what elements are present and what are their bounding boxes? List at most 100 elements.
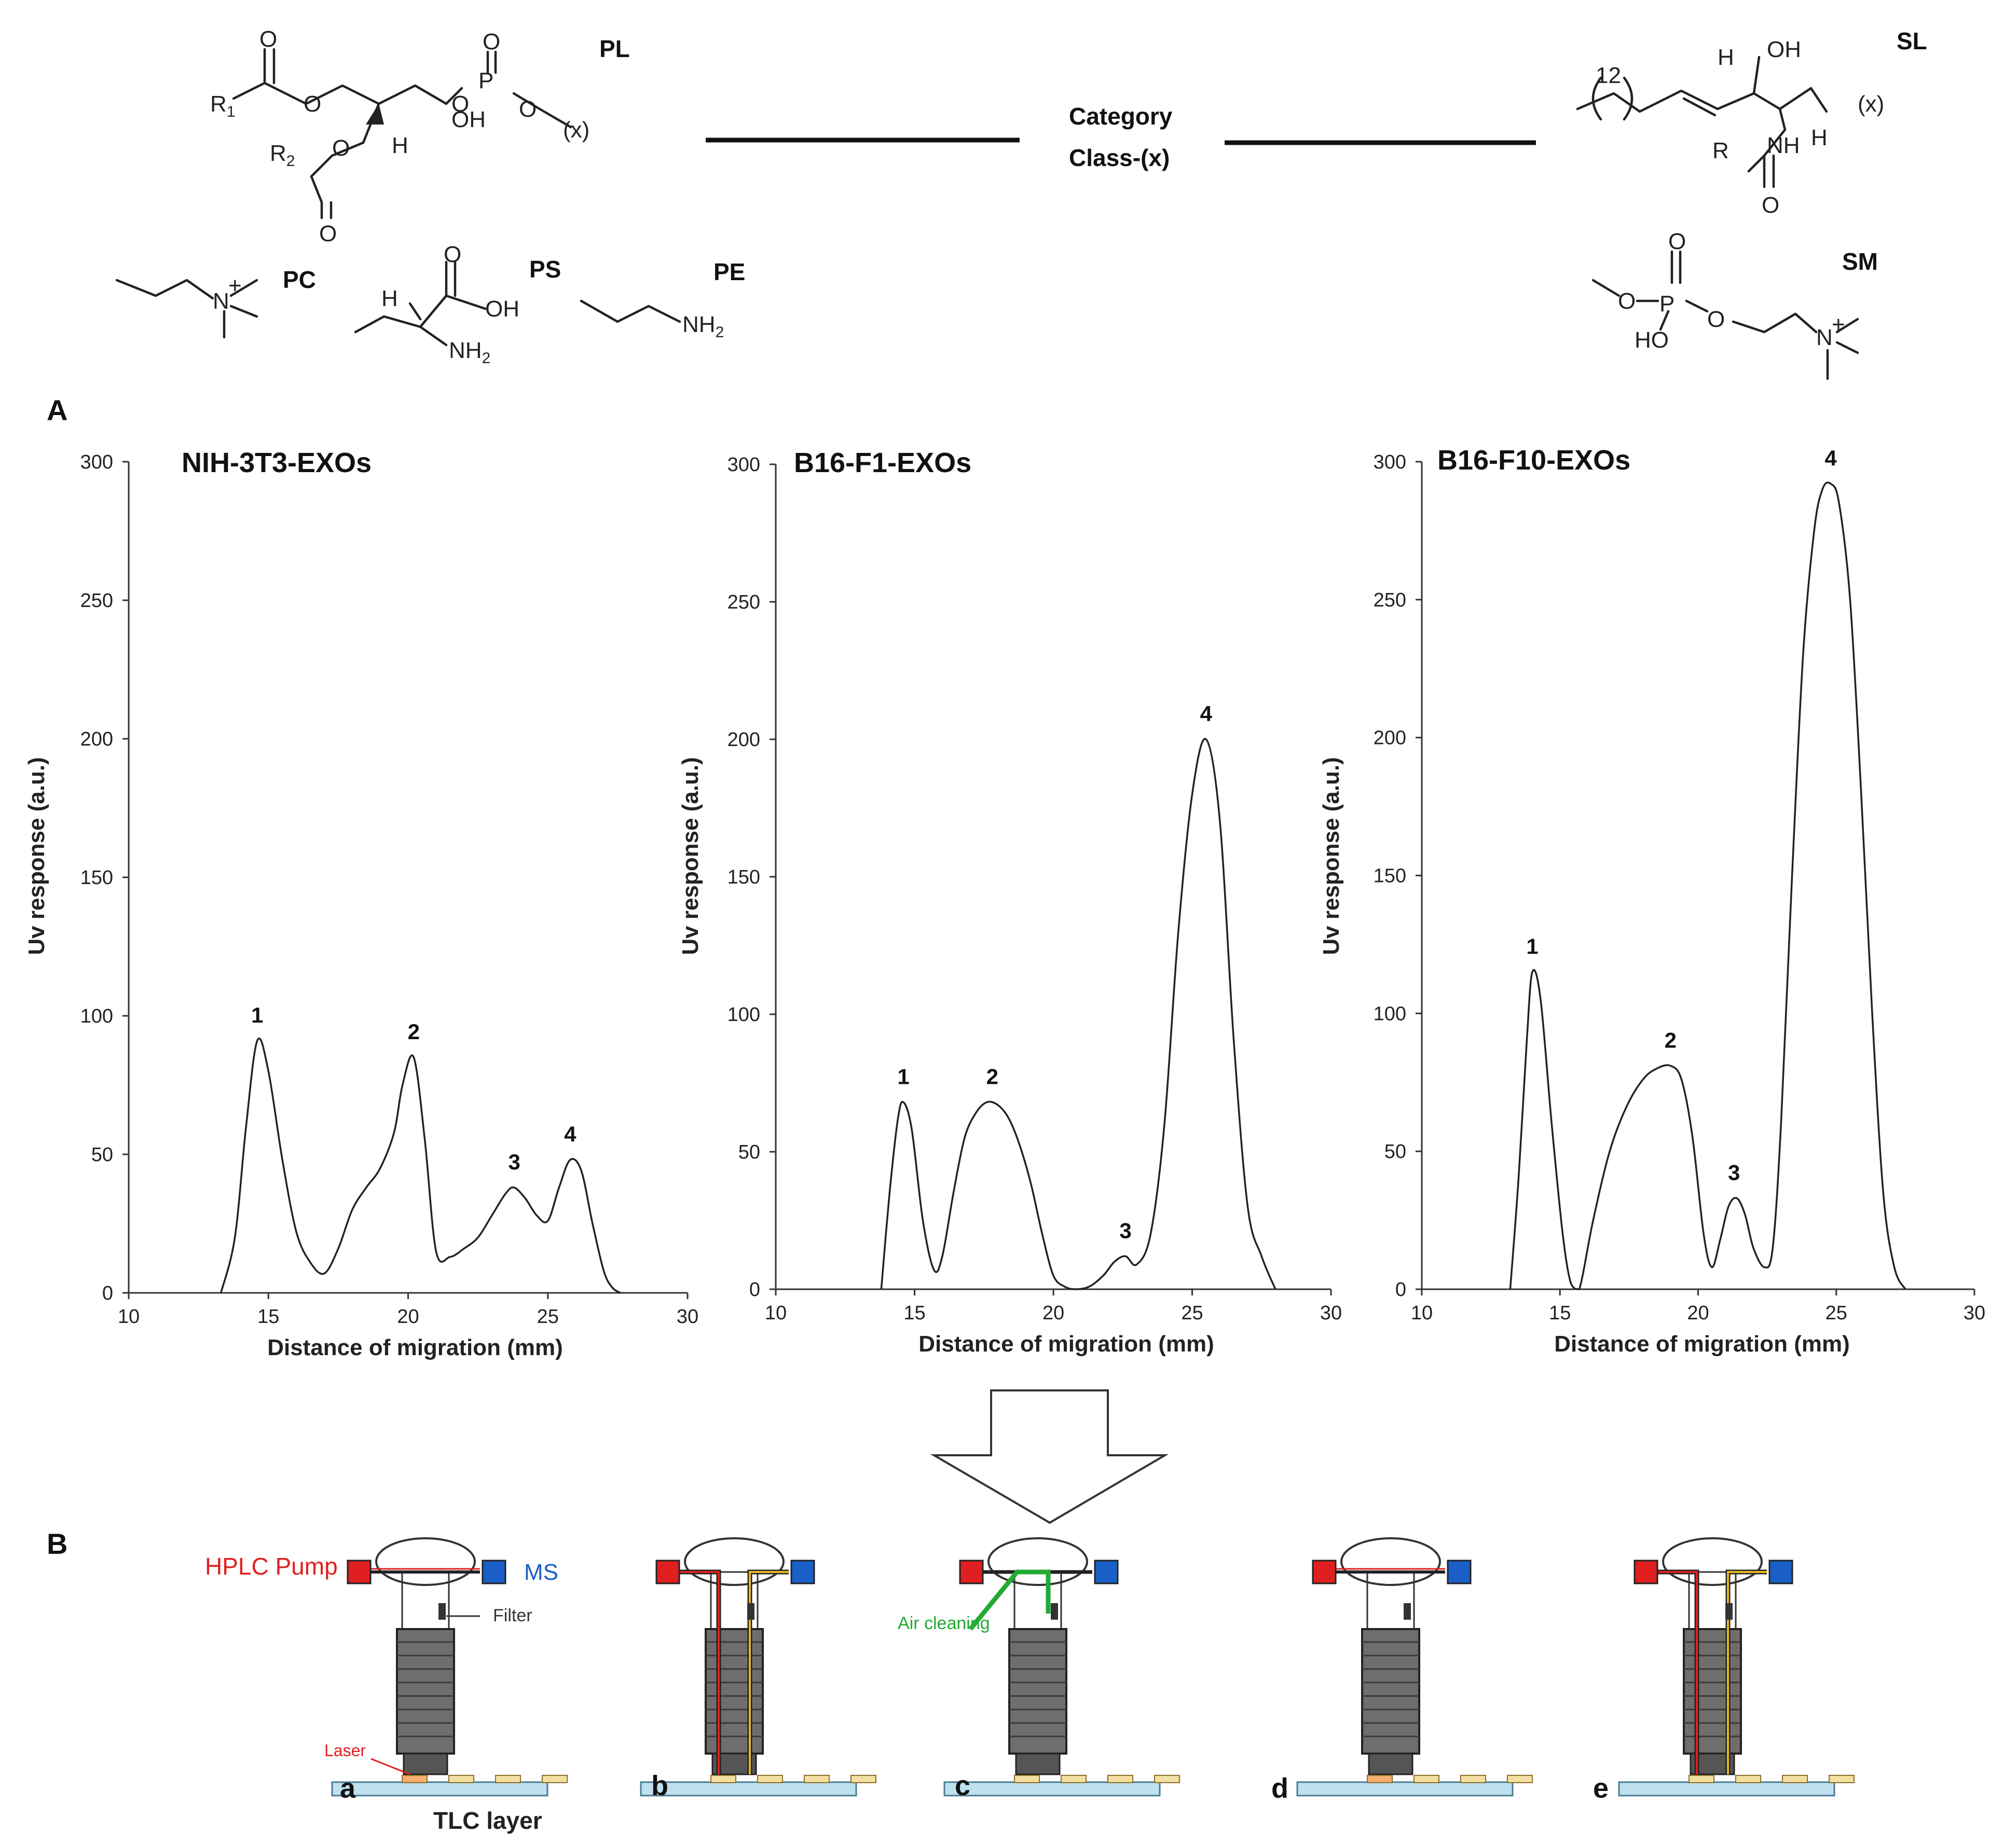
x-tick-label: 25 — [537, 1306, 559, 1328]
air-cleaning-label: Air cleaning — [898, 1613, 990, 1633]
interface-step-c: c — [943, 1537, 1180, 1801]
peak-label: 3 — [508, 1150, 520, 1174]
peak-label: 1 — [1526, 934, 1538, 959]
pl-h: H — [392, 133, 408, 158]
y-tick-label: 0 — [749, 1279, 760, 1301]
y-tick-label: 50 — [738, 1141, 760, 1163]
pl-oh: OH — [451, 107, 486, 132]
sl-h: H — [1718, 45, 1734, 70]
structure-sm: O P O HO O N + SM — [1591, 229, 1878, 380]
y-axis-label: Uv response (a.u.) — [678, 757, 703, 955]
peak-label: 2 — [1665, 1028, 1677, 1052]
category-connector: Category Class-(x) — [706, 103, 1536, 171]
step-letter: d — [1271, 1773, 1288, 1804]
category-label: Category — [1069, 103, 1173, 130]
ms-box — [1447, 1560, 1472, 1584]
sample-spot — [1460, 1775, 1486, 1783]
laser-arrow — [370, 1758, 410, 1775]
sample-spot — [710, 1775, 736, 1783]
y-tick-label: 150 — [728, 866, 760, 888]
y-tick-label: 200 — [728, 729, 760, 751]
hplc-pump-box — [959, 1560, 984, 1584]
ps-o: O — [444, 242, 461, 267]
probe-tip — [1368, 1753, 1413, 1775]
ms-box — [1094, 1560, 1119, 1584]
x-tick-label: 30 — [1320, 1302, 1342, 1324]
sl-n: 12 — [1596, 63, 1621, 88]
pc-n: N — [213, 288, 229, 314]
x-tick-label: 20 — [1042, 1302, 1064, 1324]
y-tick-label: 50 — [91, 1144, 113, 1166]
sm-o2: O — [1668, 229, 1686, 254]
filter — [1725, 1603, 1733, 1620]
y-tick-label: 50 — [1384, 1141, 1406, 1163]
peak-label: 1 — [897, 1065, 909, 1089]
pe-nh2: NH2 — [682, 312, 724, 341]
interface-step-b: b — [640, 1537, 876, 1801]
tlc-plate — [1296, 1781, 1514, 1797]
ps-h: H — [381, 286, 398, 311]
y-tick-label: 100 — [80, 1005, 113, 1027]
hplc-pump-box — [655, 1560, 680, 1584]
x-tick-label: 10 — [118, 1306, 140, 1328]
inlet-flow — [680, 1571, 720, 1774]
y-tick-label: 300 — [728, 454, 760, 476]
y-tick-label: 250 — [1374, 589, 1406, 611]
y-tick-label: 0 — [102, 1282, 113, 1304]
structure-pc: N + PC — [115, 266, 316, 339]
sample-spot — [757, 1775, 783, 1783]
x-axis-label: Distance of migration (mm) — [918, 1331, 1214, 1357]
sample-spot — [850, 1775, 876, 1783]
x-tick-label: 10 — [1411, 1302, 1433, 1324]
sample-spot — [1413, 1775, 1439, 1783]
tlc-plate — [1618, 1781, 1835, 1797]
pl-r2: R2 — [270, 141, 295, 170]
pl-r1: R1 — [210, 91, 235, 120]
probe-head — [1361, 1628, 1420, 1755]
pl-x: (x) — [563, 117, 589, 143]
peak-label: 2 — [408, 1019, 420, 1044]
x-tick-label: 10 — [765, 1302, 787, 1324]
y-tick-label: 300 — [80, 451, 113, 473]
capillary-guide — [1013, 1571, 1062, 1630]
structure-sl: 12 H OH O NH R H (x) SL — [1576, 27, 1927, 218]
ps-nh2: NH2 — [449, 338, 490, 367]
peak-label: 1 — [251, 1003, 263, 1027]
probe-head — [396, 1628, 455, 1755]
valve-outline — [375, 1537, 476, 1586]
filter — [1404, 1603, 1411, 1620]
probe-tip — [1015, 1753, 1061, 1775]
y-tick-label: 150 — [80, 867, 113, 889]
peak-label: 4 — [564, 1122, 577, 1147]
down-arrow — [930, 1389, 1169, 1524]
x-tick-label: 25 — [1181, 1302, 1203, 1324]
filter — [438, 1603, 446, 1620]
ms-box — [1768, 1560, 1793, 1584]
ms-label: MS — [524, 1560, 558, 1585]
pl-o-bottom: O — [319, 221, 337, 246]
ps-oh: OH — [485, 296, 519, 322]
x-tick-label: 25 — [1825, 1302, 1847, 1324]
chart-title: B16-F1-EXOs — [794, 447, 971, 478]
sample-spot — [1507, 1775, 1533, 1783]
step-letter: c — [955, 1770, 970, 1801]
y-tick-label: 300 — [1374, 451, 1406, 473]
sl-o: O — [1762, 192, 1779, 218]
sample-spot — [448, 1775, 474, 1783]
y-tick-label: 250 — [728, 591, 760, 613]
structure-pe: NH2 PE — [580, 258, 745, 341]
x-tick-label: 20 — [1687, 1302, 1709, 1324]
sample-spot — [1735, 1775, 1761, 1783]
pl-o-x: O — [519, 96, 537, 122]
sl-nh: NH — [1767, 133, 1800, 158]
x-tick-label: 30 — [1964, 1302, 1985, 1324]
sample-spot — [1689, 1775, 1714, 1783]
air-line — [968, 1569, 1051, 1631]
sl-label: SL — [1897, 27, 1927, 54]
sample-spot — [1061, 1775, 1087, 1783]
outlet-flow — [749, 1571, 789, 1774]
pl-o-ester2: O — [332, 135, 350, 161]
hplc-pump-box — [1634, 1560, 1658, 1584]
sample-spot — [804, 1775, 830, 1783]
sample-spot — [1154, 1775, 1180, 1783]
